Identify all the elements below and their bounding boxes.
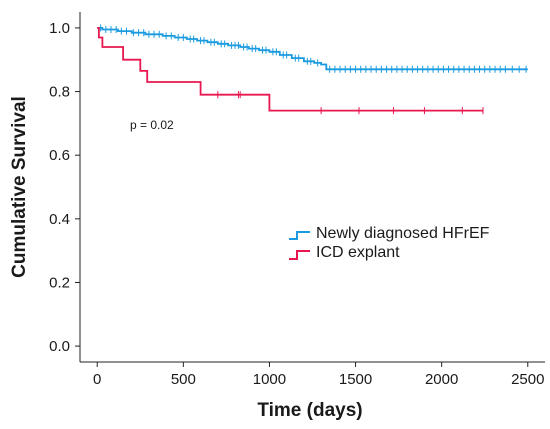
- y-axis-title: Cumulative Survival: [9, 96, 30, 278]
- legend-swatch-icd: [289, 250, 310, 260]
- x-axis-ticks: 0 500 1000 1500 2000 2500: [93, 362, 544, 388]
- legend: Newly diagnosed HFrEF ICD explant: [289, 225, 490, 261]
- legend-label-icd: ICD explant: [316, 244, 400, 261]
- legend-item-hfref: Newly diagnosed HFrEF: [289, 225, 490, 242]
- y-tick-label: 0.4: [49, 211, 70, 228]
- series-layer: [97, 24, 528, 115]
- p-value-annotation: p = 0.02: [130, 118, 174, 132]
- y-tick-label: 0.6: [49, 147, 70, 164]
- series-line-icd: [97, 27, 483, 112]
- legend-item-icd: ICD explant: [289, 244, 400, 261]
- x-tick-label: 2000: [425, 371, 458, 388]
- x-tick-label: 500: [171, 371, 196, 388]
- x-axis-title: Time (days): [257, 400, 362, 421]
- y-tick-label: 0.2: [49, 274, 70, 291]
- legend-swatch-hfref: [289, 231, 310, 240]
- y-tick-label: 1.0: [49, 20, 70, 37]
- x-tick-label: 2500: [511, 371, 544, 388]
- x-tick-label: 0: [93, 371, 101, 388]
- x-tick-label: 1000: [253, 371, 286, 388]
- y-tick-label: 0.8: [49, 84, 70, 101]
- x-tick-label: 1500: [339, 371, 372, 388]
- y-axis-ticks: 0.0 0.2 0.4 0.6 0.8 1.0: [49, 20, 80, 355]
- y-tick-label: 0.0: [49, 338, 70, 355]
- series-line-hfref: [97, 27, 528, 71]
- legend-label-hfref: Newly diagnosed HFrEF: [316, 225, 490, 242]
